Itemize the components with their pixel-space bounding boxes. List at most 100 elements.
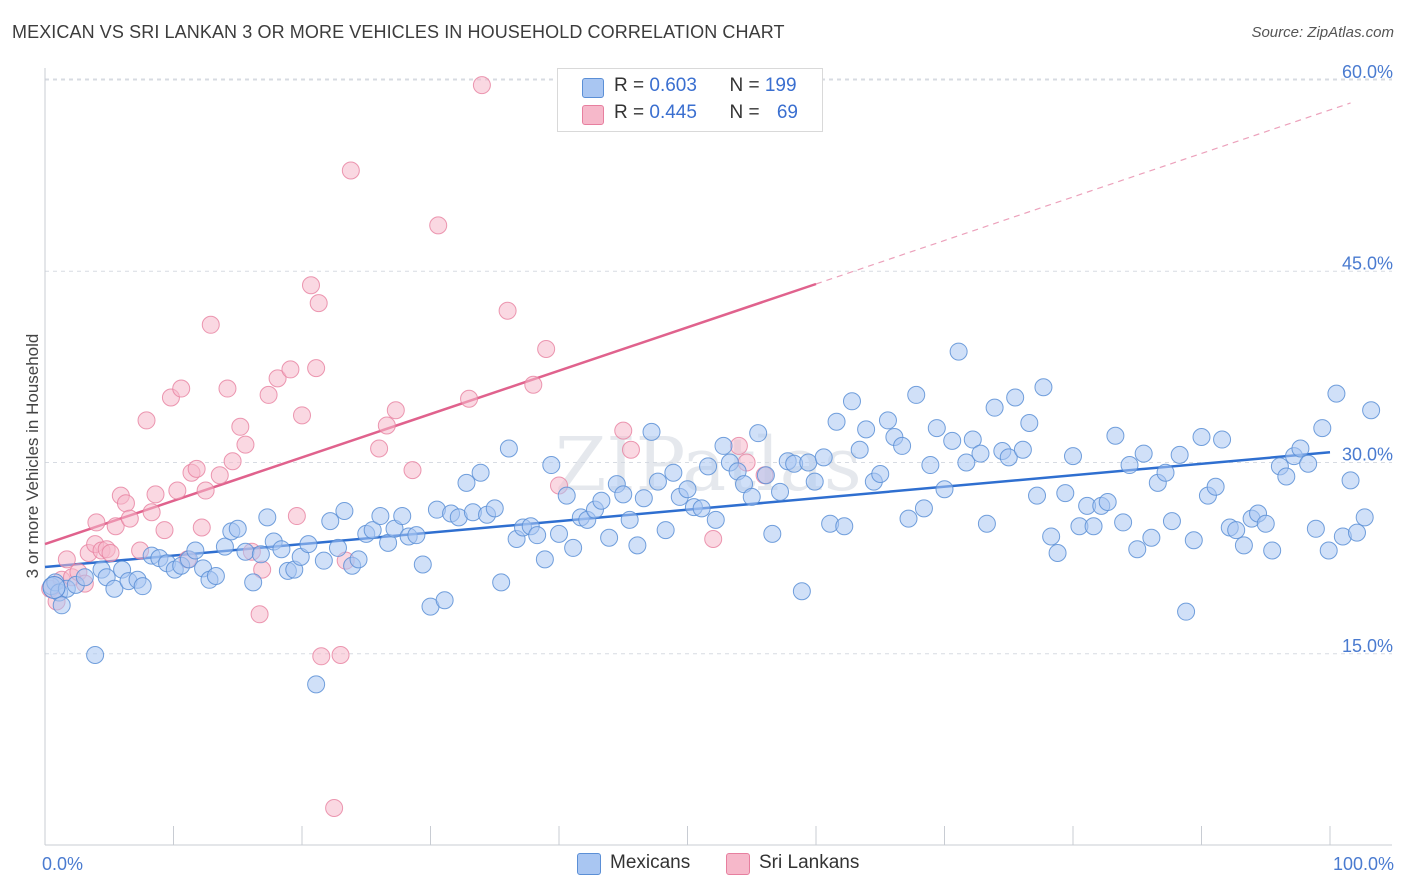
mexican-point xyxy=(42,575,66,599)
mexican-point xyxy=(1162,512,1181,531)
sri-lankan-point xyxy=(621,440,640,459)
mexican-point xyxy=(1213,430,1232,449)
blue-swatch xyxy=(577,853,601,875)
mexican-point xyxy=(251,545,270,564)
sri-lankan-point xyxy=(460,389,479,408)
mexican-point xyxy=(814,448,833,467)
sri-lankan-point xyxy=(201,315,220,334)
mexican-point xyxy=(1177,602,1196,621)
mexican-point xyxy=(86,646,105,665)
sri-lankan-point xyxy=(429,216,448,235)
mexican-point xyxy=(805,472,824,491)
mexican-point xyxy=(1234,536,1253,555)
mexican-point xyxy=(457,473,476,492)
mexican-point xyxy=(1291,439,1310,458)
mexican-point xyxy=(492,573,511,592)
mexican-point xyxy=(371,507,390,526)
mexican-point xyxy=(1142,528,1161,547)
mexican-point xyxy=(871,464,890,483)
sri-lankan-point xyxy=(293,406,311,425)
mexican-point xyxy=(878,411,897,430)
mexican-point xyxy=(648,472,667,491)
mexican-point xyxy=(557,486,576,505)
mexican-point xyxy=(756,466,775,485)
mexican-point xyxy=(471,463,490,482)
mexican-point xyxy=(1227,521,1246,540)
mexican-point xyxy=(763,524,782,543)
mexican-point xyxy=(1098,493,1117,512)
mexican-point xyxy=(1256,514,1275,533)
mexican-point xyxy=(620,510,639,529)
legend-label: Sri Lankans xyxy=(759,852,860,873)
mexican-point xyxy=(656,521,675,540)
sri-lankan-point xyxy=(614,421,633,440)
mexican-point xyxy=(977,514,996,533)
grid-lines xyxy=(45,78,1392,655)
sri-lankan-point xyxy=(312,647,331,666)
sri-lankan-point xyxy=(210,466,229,485)
legend-r-label: R = xyxy=(614,102,650,123)
legend-n-label: N = xyxy=(729,102,765,123)
mexican-point xyxy=(1313,419,1332,438)
pink-swatch xyxy=(726,853,750,875)
sri-lankan-point xyxy=(325,799,344,818)
mexican-point xyxy=(664,463,683,482)
sri-lankan-point xyxy=(250,605,269,624)
sri-lankan-point xyxy=(472,76,491,95)
mexican-point xyxy=(206,566,225,585)
mexican-point xyxy=(749,424,768,443)
mexican-point xyxy=(299,535,318,554)
mexican-point xyxy=(413,555,432,574)
mexican-point xyxy=(935,480,954,499)
sri-lankan-point xyxy=(524,375,543,394)
mexican-point xyxy=(105,579,124,598)
sri-lankan-point xyxy=(498,301,517,320)
mexican-point xyxy=(485,499,504,518)
mexican-point xyxy=(827,412,846,431)
mexican-point xyxy=(244,573,263,592)
mexican-point xyxy=(907,385,926,404)
legend-r-label: R = xyxy=(614,75,650,96)
y-tick-label: 60.0% xyxy=(1342,62,1393,82)
mexican-point xyxy=(407,526,426,545)
mexican-point xyxy=(258,508,277,527)
source-credit: Source: ZipAtlas.com xyxy=(1251,24,1394,41)
sri-lankans-trend-extension xyxy=(815,102,1351,285)
mexican-point xyxy=(1184,531,1203,550)
sri-lankan-point xyxy=(223,452,242,471)
mexican-point xyxy=(792,582,811,601)
legend-r-value: 0.445 xyxy=(649,102,697,123)
mexican-point xyxy=(1020,413,1039,432)
mexican-point xyxy=(1319,541,1338,560)
sri-lankan-point xyxy=(116,494,135,513)
mexican-point xyxy=(857,420,876,439)
stats-legend: R = 0.603 N = 199 R = 0.445 N = 69 xyxy=(557,68,823,132)
mexican-point xyxy=(678,480,697,499)
mexican-point xyxy=(1106,426,1125,445)
sri-lankan-point xyxy=(331,646,350,665)
mexican-point xyxy=(957,453,976,472)
mexican-point xyxy=(971,444,990,463)
mexican-point xyxy=(985,398,1004,417)
mexican-point xyxy=(1263,541,1282,560)
mexican-point xyxy=(600,528,619,547)
y-tick-label: 45.0% xyxy=(1342,253,1393,273)
mexican-point xyxy=(914,499,933,518)
mexican-point xyxy=(850,440,869,459)
mexican-point xyxy=(1347,523,1366,542)
mexican-point xyxy=(1156,463,1175,482)
x-tick-label: 100.0% xyxy=(1333,854,1394,874)
mexican-point xyxy=(771,482,790,501)
mexican-point xyxy=(328,538,347,557)
sri-lankan-point xyxy=(101,544,120,563)
mexican-point xyxy=(215,537,234,556)
mexican-point xyxy=(592,491,611,510)
mexican-point xyxy=(949,342,968,361)
blue-swatch xyxy=(582,78,604,98)
chart-title: MEXICAN VS SRI LANKAN 3 OR MORE VEHICLES… xyxy=(12,22,785,42)
sri-lankan-point xyxy=(259,385,278,404)
mexican-point xyxy=(1362,401,1381,420)
sri-lankan-point xyxy=(142,503,161,522)
mexican-point xyxy=(642,422,661,441)
sri-lankan-point xyxy=(231,417,250,436)
